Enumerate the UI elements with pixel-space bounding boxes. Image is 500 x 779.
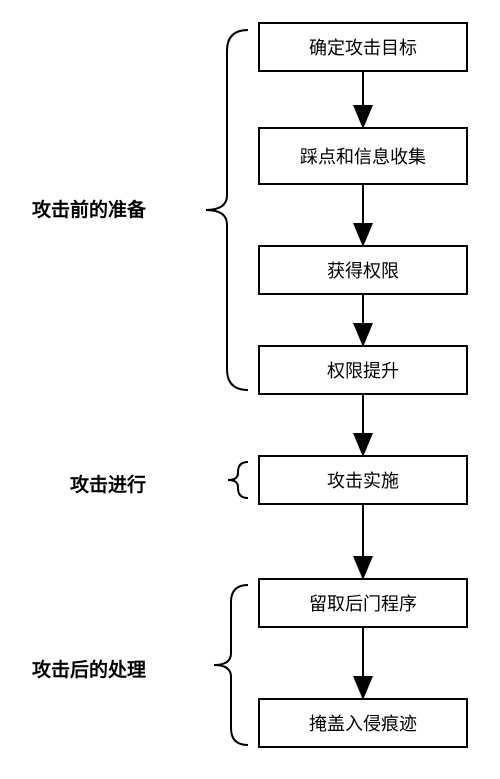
brace [214, 585, 248, 745]
flow-box-label: 掩盖入侵痕迹 [309, 710, 417, 736]
flow-box-label: 踩点和信息收集 [300, 143, 426, 169]
flow-box-label: 确定攻击目标 [309, 34, 417, 60]
flow-box-label: 权限提升 [327, 357, 399, 383]
flow-box-b1: 确定攻击目标 [258, 22, 468, 72]
flowchart-canvas: 确定攻击目标踩点和信息收集获得权限权限提升攻击实施留取后门程序掩盖入侵痕迹 攻击前… [0, 0, 500, 779]
phase-label: 攻击进行 [70, 470, 146, 497]
flow-box-b6: 留取后门程序 [258, 578, 468, 628]
flow-box-b4: 权限提升 [258, 345, 468, 395]
flow-box-b7: 掩盖入侵痕迹 [258, 698, 468, 748]
brace [228, 462, 248, 498]
flow-box-label: 攻击实施 [327, 467, 399, 493]
flow-box-b2: 踩点和信息收集 [258, 127, 468, 185]
phase-label: 攻击后的处理 [32, 655, 146, 682]
flow-box-label: 留取后门程序 [309, 590, 417, 616]
phase-label: 攻击前的准备 [32, 195, 146, 222]
flow-box-b3: 获得权限 [258, 245, 468, 295]
flow-box-label: 获得权限 [327, 257, 399, 283]
brace [206, 30, 248, 390]
flow-box-b5: 攻击实施 [258, 455, 468, 505]
